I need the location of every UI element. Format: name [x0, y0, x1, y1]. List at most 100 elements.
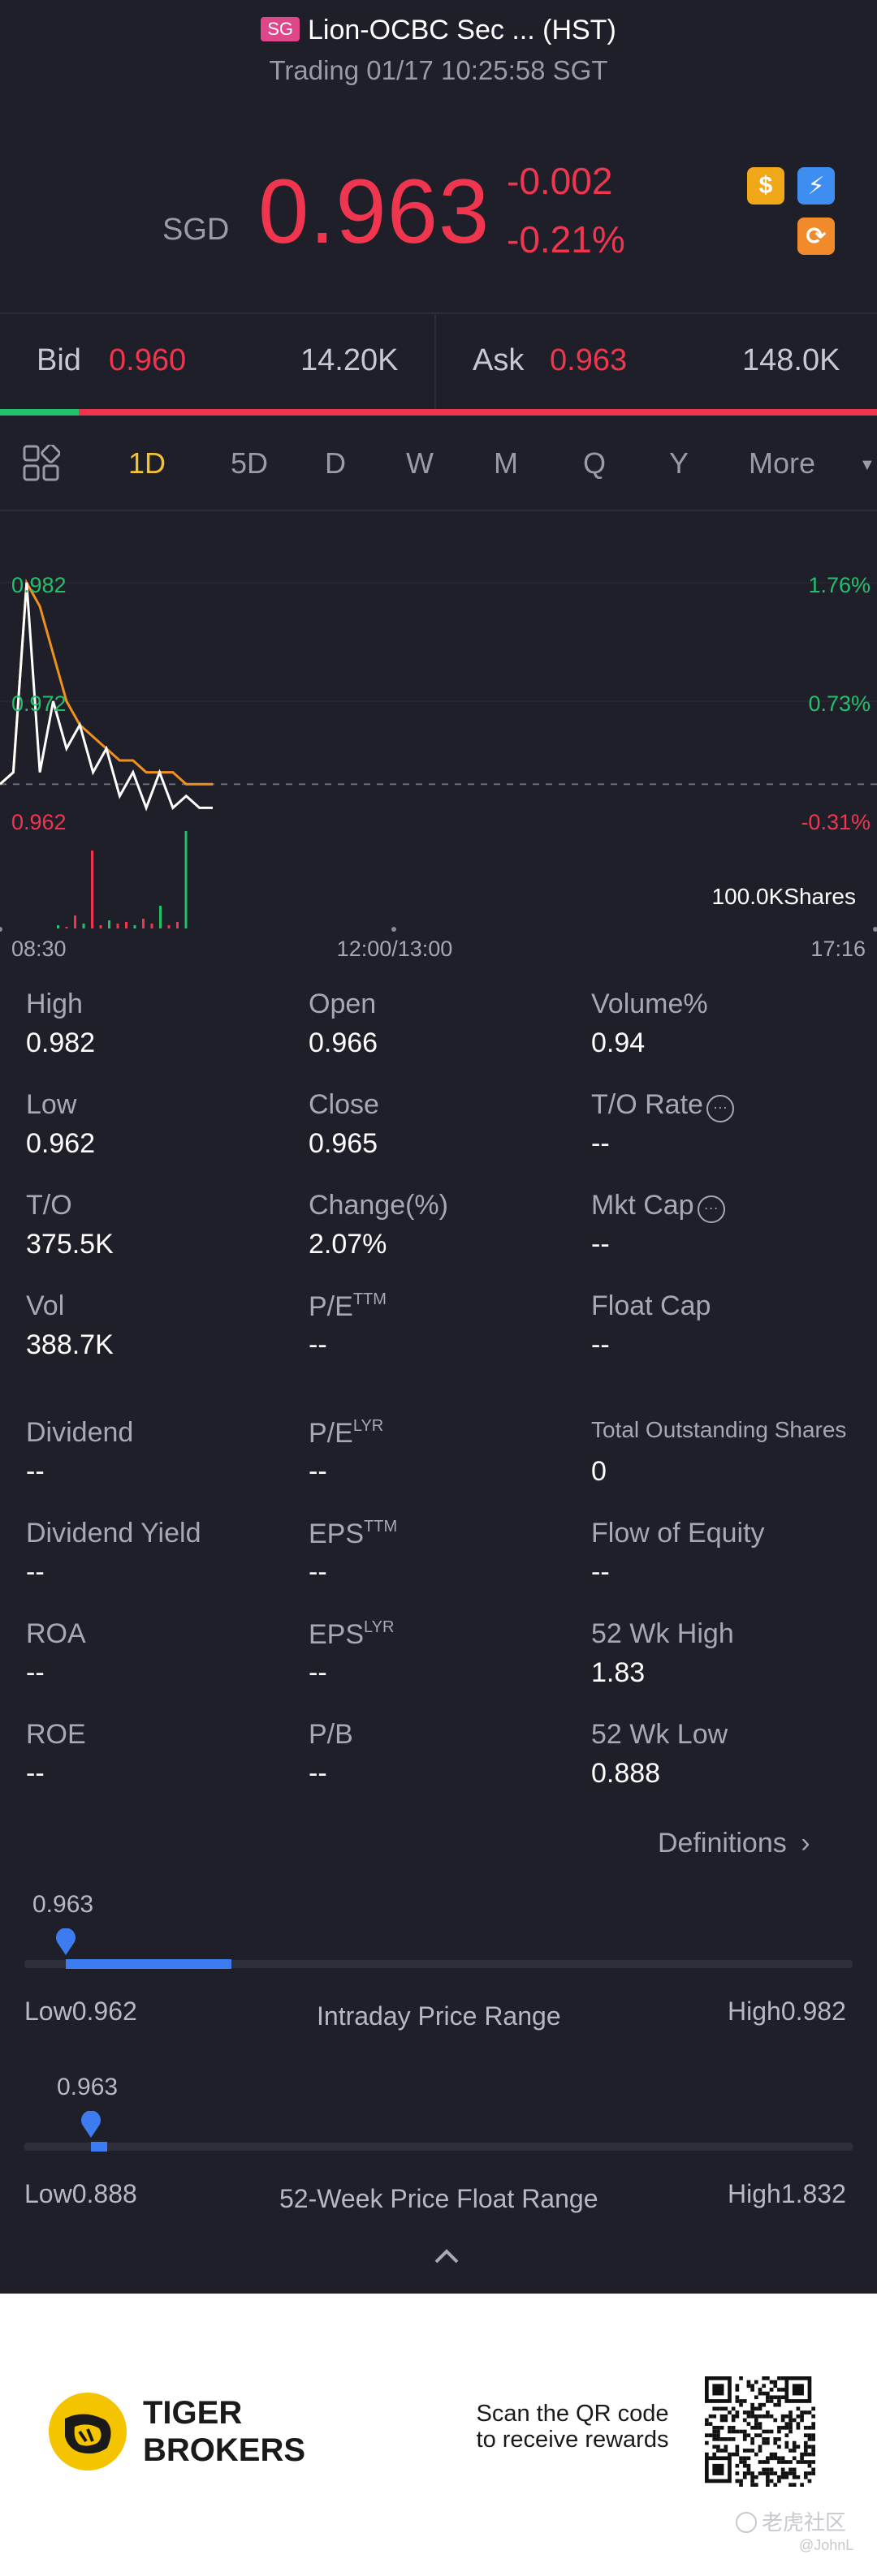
volume-bar: [82, 924, 85, 928]
volume-bar: [167, 925, 171, 928]
chat-bubble-icon: [736, 2512, 757, 2533]
stat-value-float-cap: --: [591, 1329, 610, 1360]
chevron-down-icon[interactable]: ▼: [859, 456, 875, 474]
stock-title: SG Lion-OCBC Sec ... (HST): [0, 15, 877, 46]
swap-icon[interactable]: ⟳: [797, 218, 835, 255]
tab-q[interactable]: Q: [583, 446, 607, 480]
volume-bar: [65, 927, 68, 928]
y-axis-right-label: 0.73%: [808, 691, 871, 716]
stat-label-text: Open: [309, 989, 377, 1019]
volume-scale-label: 100.0KShares: [712, 884, 856, 909]
stat-label-float-cap: Float Cap: [591, 1290, 711, 1322]
stat-label-text: High: [26, 989, 83, 1019]
volume-bar: [116, 924, 119, 928]
stat-value-flow-of-equity: --: [591, 1557, 610, 1587]
stat-label-text: Dividend: [26, 1417, 134, 1448]
x-axis-label: 12:00/13:00: [337, 937, 453, 961]
stat-label-low: Low: [26, 1089, 76, 1121]
currency-label: SGD: [162, 213, 230, 247]
ask-price: 0.963: [550, 343, 628, 377]
stat-label-text: ROE: [26, 1719, 86, 1750]
tab-more[interactable]: More: [749, 446, 816, 480]
week52-track: [24, 2143, 853, 2151]
intraday-chart[interactable]: 0.982 0.972 0.962 1.76% 0.73% -0.31% 100.0KSha…: [0, 519, 877, 974]
tab-1d[interactable]: 1D: [128, 446, 166, 480]
volume-bar: [184, 831, 188, 928]
stat-label-superscript: LYR: [364, 1618, 395, 1636]
stat-label-52-wk-low: 52 Wk Low: [591, 1719, 728, 1751]
stat-value-p-e-ttm: --: [309, 1329, 327, 1360]
tab-d[interactable]: D: [325, 446, 346, 480]
volume-bar: [133, 925, 136, 928]
stat-value-t-o-rate: --: [591, 1128, 610, 1159]
stat-value-52-wk-high: 1.83: [591, 1657, 646, 1688]
layout-grid-icon[interactable]: [23, 443, 61, 482]
stat-value-52-wk-low: 0.888: [591, 1758, 661, 1789]
stat-value-dividend: --: [26, 1456, 45, 1487]
stat-label-eps-ttm: EPSTTM: [309, 1518, 397, 1550]
bid-price: 0.960: [109, 343, 187, 377]
stat-value-roe: --: [26, 1758, 45, 1789]
stat-label-p-e-ttm: P/ETTM: [309, 1290, 387, 1323]
stat-label-p-b: P/B: [309, 1719, 353, 1751]
stat-label-eps-lyr: EPSLYR: [309, 1618, 394, 1651]
stat-value-eps-ttm: --: [309, 1557, 327, 1587]
volume-bar: [99, 925, 102, 928]
stat-label-text: Flow of Equity: [591, 1518, 765, 1549]
stat-label-text: Close: [309, 1089, 379, 1120]
brand-name: TIGER BROKERS: [143, 2394, 305, 2469]
info-icon[interactable]: ···: [697, 1195, 725, 1223]
quote-header: SG Lion-OCBC Sec ... (HST) Trading 01/17 …: [0, 0, 877, 312]
tab-5d[interactable]: 5D: [231, 446, 269, 480]
dollar-icon[interactable]: $: [747, 167, 784, 205]
definitions-link[interactable]: Definitions ›: [658, 1828, 810, 1859]
volume-bar: [142, 919, 145, 928]
stat-value-change: 2.07%: [309, 1229, 387, 1260]
volume-bar: [108, 920, 110, 928]
stat-label-text: ROA: [26, 1618, 86, 1649]
week52-fill: [90, 2142, 107, 2152]
stat-label-open: Open: [309, 989, 376, 1020]
intraday-high: High0.982: [728, 1997, 846, 2026]
tab-y[interactable]: Y: [669, 446, 689, 480]
watermark-user: @JohnL: [799, 2537, 854, 2553]
flash-icon[interactable]: ⚡: [797, 167, 835, 205]
x-tick-dot: [0, 927, 2, 932]
stat-value-eps-lyr: --: [309, 1657, 327, 1688]
stat-value-volume: 0.94: [591, 1027, 646, 1058]
stat-label-vol: Vol: [26, 1290, 64, 1322]
y-axis-left-label: 0.962: [11, 810, 67, 834]
stat-value-open: 0.966: [309, 1027, 378, 1058]
x-tick-dot: [873, 927, 877, 932]
qr-code[interactable]: [705, 2376, 815, 2487]
tab-m[interactable]: M: [494, 446, 518, 480]
stat-label-text: T/O Rate: [591, 1089, 703, 1120]
promo-footer: TIGER BROKERS Scan the QR code to receiv…: [0, 2294, 877, 2576]
stat-value-p-b: --: [309, 1758, 327, 1789]
bid-size: 14.20K: [300, 343, 399, 377]
volume-bar: [159, 906, 162, 928]
stat-label-change: Change(%): [309, 1190, 448, 1221]
market-badge: SG: [261, 17, 300, 41]
trading-status: Trading 01/17 10:25:58 SGT: [269, 55, 608, 85]
price-change-percent: -0.21%: [507, 218, 625, 261]
divider: [434, 314, 436, 410]
intraday-fill: [66, 1959, 231, 1969]
scan-line1: Scan the QR code: [476, 2401, 669, 2427]
info-icon[interactable]: ···: [706, 1095, 734, 1122]
y-axis-left-label: 0.972: [11, 691, 67, 716]
intraday-title: Intraday Price Range: [317, 2001, 561, 2031]
bid-label: Bid: [37, 343, 81, 377]
community-watermark: 老虎社区: [736, 2506, 846, 2536]
chevron-up-icon[interactable]: [434, 2240, 460, 2272]
week52-high: High1.832: [728, 2179, 846, 2208]
tab-w[interactable]: W: [406, 446, 434, 480]
stat-label-high: High: [26, 989, 83, 1020]
last-price: 0.963: [258, 161, 490, 262]
ask-size: 148.0K: [742, 343, 840, 377]
ask-label: Ask: [473, 343, 525, 377]
stat-label-text: Volume%: [591, 989, 708, 1019]
price-line: [0, 582, 213, 812]
y-axis-left-label: 0.982: [11, 573, 67, 597]
stat-label-text: P/E: [309, 1291, 353, 1322]
